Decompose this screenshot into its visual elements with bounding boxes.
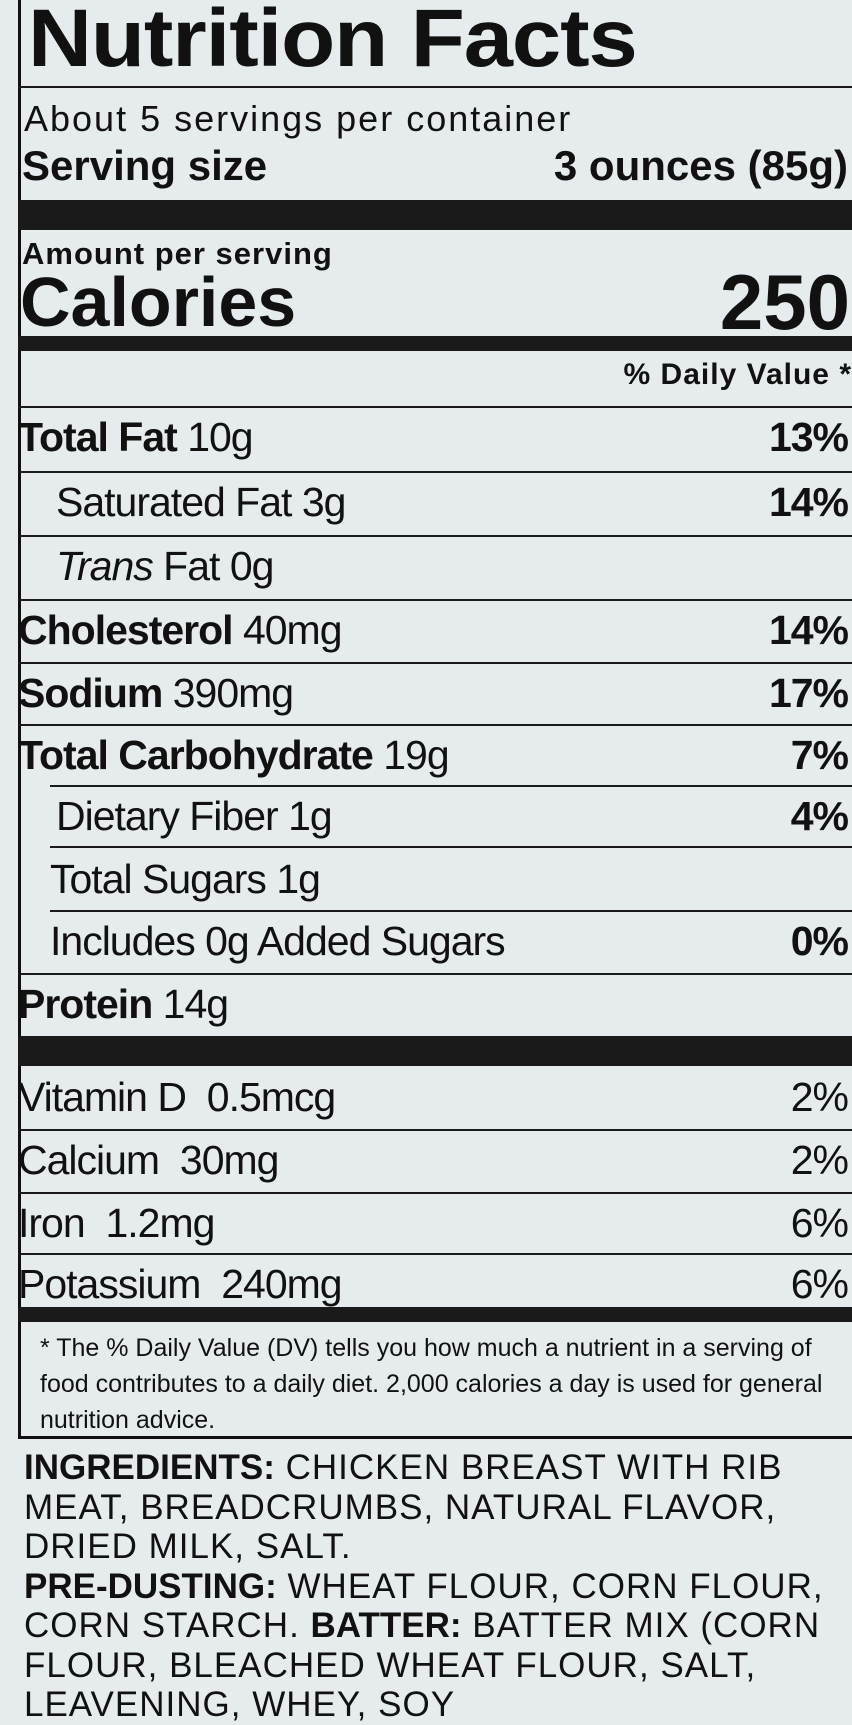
nutrient-row-added-sugars: Includes 0g Added Sugars 0% [18, 912, 849, 970]
label-title: Nutrition Facts [28, 0, 638, 84]
nutrient-name: Sodium [18, 669, 163, 716]
serving-size-label: Serving size [22, 142, 268, 189]
divider [18, 662, 852, 664]
pre-dusting-label: PRE-DUSTING: [24, 1566, 277, 1606]
servings-per-container: About 5 servings per container [24, 98, 573, 139]
calories-value: 250 [719, 258, 850, 346]
nutrient-amount: 1g [276, 855, 321, 902]
nutrient-amount: 3g [301, 478, 347, 525]
nutrient-row-total-sugars: Total Sugars 1g [18, 850, 848, 908]
medium-divider [18, 336, 852, 351]
vitamin-amount: 240mg [221, 1260, 342, 1307]
thick-divider [18, 1036, 852, 1066]
nutrient-dv: 17% [768, 669, 849, 716]
nutrient-row-total-carbohydrate: Total Carbohydrate 19g 7% [18, 726, 849, 784]
vitamin-dv: 6% [790, 1199, 849, 1246]
nutrient-name: Protein [18, 980, 153, 1027]
ingredients: INGREDIENTS: CHICKEN BREAST WITH RIB MEA… [24, 1448, 852, 1725]
nutrient-name: Dietary Fiber [56, 792, 279, 839]
daily-value-header: % Daily Value * [623, 358, 852, 391]
divider [18, 1253, 852, 1255]
calories-row: Calories 250 [20, 262, 850, 342]
nutrient-name: Total Carbohydrate [18, 731, 374, 778]
nutrient-amount: 14g [162, 980, 229, 1027]
divider [50, 785, 852, 787]
vitamin-row-vitamin-d: Vitamin D 0.5mcg 2% [18, 1068, 849, 1126]
divider [18, 599, 852, 601]
nutrition-facts-panel [18, 0, 852, 1439]
nutrient-row-trans-fat: Trans Fat 0g [18, 537, 848, 595]
divider [18, 1129, 852, 1131]
divider [50, 846, 852, 848]
nutrient-amount: 19g [383, 731, 449, 778]
nutrient-dv: 13% [768, 413, 849, 460]
serving-size-row: Serving size 3 ounces (85g) [22, 142, 848, 190]
nutrient-name-suffix: Fat [163, 542, 220, 589]
vitamin-name: Potassium [18, 1260, 201, 1307]
ingredients-label: INGREDIENTS: [24, 1448, 275, 1487]
ingredients-text: CHICKEN BREAST WITH RIB MEAT, BREADCRUMB… [24, 1448, 783, 1566]
nutrient-dv: 14% [768, 478, 849, 525]
pre-dusting-text: WHEAT FLOUR, CORN FLOUR, CORN STARCH. [24, 1566, 824, 1646]
nutrient-name: Total Sugars [50, 855, 267, 902]
vitamin-row-calcium: Calcium 30mg 2% [18, 1131, 849, 1189]
divider [18, 973, 852, 975]
nutrient-amount: 10g [187, 413, 253, 460]
nutrient-name: Saturated Fat [56, 478, 292, 525]
nutrient-row-cholesterol: Cholesterol 40mg 14% [18, 601, 849, 659]
nutrient-row-dietary-fiber: Dietary Fiber 1g 4% [18, 787, 849, 845]
vitamin-row-potassium: Potassium 240mg 6% [18, 1255, 849, 1313]
vitamin-name: Iron [18, 1199, 86, 1246]
divider [18, 406, 852, 408]
divider [18, 535, 852, 537]
divider [18, 724, 852, 726]
nutrient-name: Cholesterol [18, 606, 234, 653]
nutrient-row-total-fat: Total Fat 10g 13% [18, 408, 849, 466]
batter-text: BATTER MIX (CORN FLOUR, BLEACHED WHEAT F… [24, 1606, 821, 1724]
vitamin-dv: 2% [790, 1073, 849, 1120]
nutrient-row-sodium: Sodium 390mg 17% [18, 664, 849, 722]
batter-label: BATTER: [310, 1606, 462, 1645]
nutrient-amount: 1g [288, 792, 333, 839]
nutrient-dv: 14% [768, 606, 849, 653]
nutrient-dv: 0% [790, 917, 849, 964]
nutrient-amount: 390mg [172, 669, 294, 716]
medium-divider [18, 1307, 852, 1322]
amount-per-serving: Amount per serving [22, 236, 333, 271]
vitamin-amount: 30mg [179, 1136, 280, 1183]
nutrient-row-protein: Protein 14g [18, 975, 848, 1033]
vitamin-amount: 0.5mcg [206, 1073, 336, 1120]
vitamin-row-iron: Iron 1.2mg 6% [18, 1194, 849, 1252]
vitamin-dv: 2% [790, 1136, 849, 1183]
divider [50, 910, 852, 912]
nutrient-name: Trans [56, 542, 154, 589]
nutrient-amount: 0g [229, 542, 275, 589]
nutrient-row-saturated-fat: Saturated Fat 3g 14% [18, 473, 849, 531]
nutrient-amount: 40mg [242, 606, 343, 653]
divider [18, 1192, 852, 1194]
vitamin-name: Vitamin D [18, 1073, 187, 1120]
vitamin-amount: 1.2mg [105, 1199, 215, 1246]
thick-divider [18, 200, 852, 230]
calories-label: Calories [20, 263, 297, 341]
nutrient-dv: 4% [790, 792, 849, 839]
serving-size-value: 3 ounces (85g) [553, 142, 848, 189]
nutrient-name: Total Fat [18, 413, 178, 460]
nutrient-dv: 7% [790, 731, 849, 778]
nutrient-name: Includes 0g Added Sugars [50, 917, 506, 964]
divider [18, 86, 852, 88]
divider [18, 471, 852, 473]
vitamin-dv: 6% [790, 1260, 849, 1307]
vitamin-name: Calcium [18, 1136, 160, 1183]
footnote: * The % Daily Value (DV) tells you how m… [40, 1334, 823, 1434]
